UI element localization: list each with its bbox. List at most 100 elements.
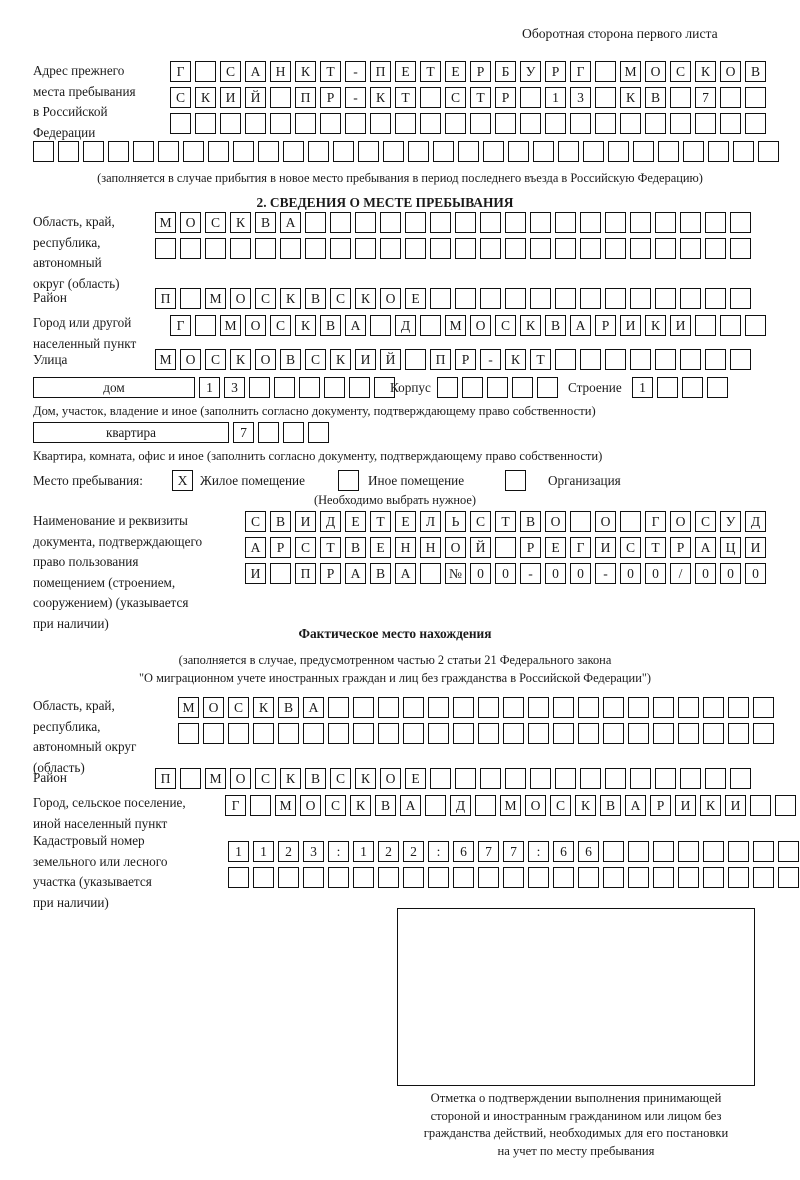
char-cell[interactable] — [570, 511, 591, 532]
char-cell[interactable] — [478, 867, 499, 888]
char-cell[interactable] — [480, 212, 501, 233]
char-cell[interactable]: 6 — [553, 841, 574, 862]
char-cell[interactable]: Й — [380, 349, 401, 370]
char-cell[interactable]: М — [205, 288, 226, 309]
char-cell[interactable]: К — [645, 315, 666, 336]
char-cell[interactable] — [670, 113, 691, 134]
char-cell[interactable]: В — [280, 349, 301, 370]
char-cell[interactable] — [195, 113, 216, 134]
char-cell[interactable] — [528, 723, 549, 744]
char-cell[interactable] — [608, 141, 629, 162]
document-row-3[interactable]: И П Р А В А № 0 0-0 0-0 0/0 0 0 — [245, 563, 766, 584]
char-cell[interactable] — [480, 238, 501, 259]
char-cell[interactable]: М — [155, 212, 176, 233]
char-cell[interactable]: 0 — [695, 563, 716, 584]
char-cell[interactable]: В — [305, 288, 326, 309]
char-cell[interactable]: Г — [170, 61, 191, 82]
char-cell[interactable] — [555, 768, 576, 789]
char-cell[interactable]: С — [470, 511, 491, 532]
char-cell[interactable] — [353, 867, 374, 888]
char-cell[interactable]: С — [325, 795, 346, 816]
char-cell[interactable] — [520, 87, 541, 108]
previous-address-row-3[interactable] — [170, 113, 766, 134]
char-cell[interactable] — [758, 141, 779, 162]
char-cell[interactable]: С — [670, 61, 691, 82]
char-cell[interactable]: В — [370, 563, 391, 584]
char-cell[interactable] — [707, 377, 728, 398]
char-cell[interactable] — [305, 238, 326, 259]
char-cell[interactable] — [355, 238, 376, 259]
char-cell[interactable] — [195, 315, 216, 336]
char-cell[interactable] — [620, 113, 641, 134]
char-cell[interactable] — [83, 141, 104, 162]
char-cell[interactable] — [308, 141, 329, 162]
char-cell[interactable]: В — [345, 537, 366, 558]
char-cell[interactable] — [470, 113, 491, 134]
char-cell[interactable]: Н — [270, 61, 291, 82]
char-cell[interactable]: К — [355, 768, 376, 789]
char-cell[interactable] — [258, 422, 279, 443]
char-cell[interactable]: Т — [370, 511, 391, 532]
char-cell[interactable] — [503, 723, 524, 744]
char-cell[interactable]: К — [355, 288, 376, 309]
char-cell[interactable] — [505, 238, 526, 259]
char-cell[interactable]: 0 — [745, 563, 766, 584]
char-cell[interactable]: К — [295, 61, 316, 82]
char-cell[interactable] — [495, 113, 516, 134]
char-cell[interactable] — [705, 238, 726, 259]
char-cell[interactable] — [405, 212, 426, 233]
char-cell[interactable]: - — [345, 61, 366, 82]
char-cell[interactable] — [58, 141, 79, 162]
char-cell[interactable]: Б — [495, 61, 516, 82]
char-cell[interactable] — [370, 113, 391, 134]
char-cell[interactable] — [580, 349, 601, 370]
char-cell[interactable]: А — [345, 563, 366, 584]
char-cell[interactable] — [295, 113, 316, 134]
char-cell[interactable] — [433, 141, 454, 162]
char-cell[interactable]: С — [495, 315, 516, 336]
char-cell[interactable]: А — [280, 212, 301, 233]
char-cell[interactable]: И — [595, 537, 616, 558]
char-cell[interactable] — [330, 238, 351, 259]
char-cell[interactable]: С — [220, 61, 241, 82]
char-cell[interactable] — [775, 795, 796, 816]
char-cell[interactable] — [753, 723, 774, 744]
char-cell[interactable]: И — [245, 563, 266, 584]
char-cell[interactable] — [220, 113, 241, 134]
char-cell[interactable] — [553, 723, 574, 744]
char-cell[interactable]: О — [470, 315, 491, 336]
char-cell[interactable]: С — [245, 511, 266, 532]
char-cell[interactable] — [228, 867, 249, 888]
char-cell[interactable] — [555, 349, 576, 370]
char-cell[interactable]: Т — [495, 511, 516, 532]
char-cell[interactable] — [655, 349, 676, 370]
char-cell[interactable] — [553, 697, 574, 718]
char-cell[interactable] — [333, 141, 354, 162]
char-cell[interactable] — [380, 212, 401, 233]
char-cell[interactable]: С — [255, 768, 276, 789]
char-cell[interactable]: 1 — [253, 841, 274, 862]
char-cell[interactable]: А — [695, 537, 716, 558]
char-cell[interactable] — [605, 288, 626, 309]
char-cell[interactable] — [703, 867, 724, 888]
char-cell[interactable] — [480, 768, 501, 789]
char-cell[interactable]: О — [525, 795, 546, 816]
char-cell[interactable] — [308, 422, 329, 443]
char-cell[interactable] — [705, 349, 726, 370]
char-cell[interactable]: - — [480, 349, 501, 370]
char-cell[interactable]: Ь — [445, 511, 466, 532]
char-cell[interactable]: Ц — [720, 537, 741, 558]
char-cell[interactable]: В — [520, 511, 541, 532]
char-cell[interactable] — [680, 768, 701, 789]
char-cell[interactable] — [530, 288, 551, 309]
char-cell[interactable] — [580, 238, 601, 259]
char-cell[interactable] — [462, 377, 483, 398]
char-cell[interactable] — [430, 238, 451, 259]
char-cell[interactable] — [345, 113, 366, 134]
char-cell[interactable]: Т — [320, 537, 341, 558]
char-cell[interactable] — [528, 697, 549, 718]
char-cell[interactable] — [605, 238, 626, 259]
char-cell[interactable]: М — [155, 349, 176, 370]
